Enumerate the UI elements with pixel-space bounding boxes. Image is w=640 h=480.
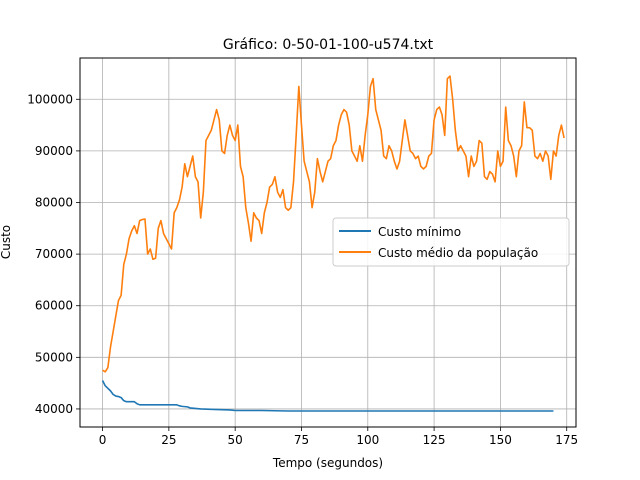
- y-tick-label: 70000: [35, 247, 73, 261]
- x-tick-label: 125: [423, 433, 446, 447]
- y-tick-label: 100000: [27, 92, 73, 106]
- x-axis-label: Tempo (segundos): [272, 456, 383, 470]
- legend-box: [332, 217, 570, 267]
- y-tick-label: 40000: [35, 402, 73, 416]
- x-tick-label: 175: [555, 433, 578, 447]
- series-line-1: [102, 75, 565, 373]
- plot-frame: [79, 57, 577, 428]
- y-tick-label: 50000: [35, 350, 73, 364]
- x-tick-label: 75: [294, 433, 309, 447]
- x-tick-label: 50: [228, 433, 243, 447]
- x-axis-ticks: 0 25 50 75 100 125 150 175: [99, 427, 578, 447]
- x-tick-label: 150: [489, 433, 512, 447]
- grid: [80, 58, 576, 427]
- chart-title: Gráfico: 0-50-01-100-u574.txt: [223, 37, 434, 53]
- y-tick-label: 90000: [35, 144, 73, 158]
- y-axis-ticks: 40000 50000 60000 70000 80000 90000 100000: [27, 92, 80, 416]
- legend-label-custo-minimo: Custo mínimo: [378, 225, 461, 239]
- x-tick-label: 100: [356, 433, 379, 447]
- legend-label-custo-medio: Custo médio da população: [378, 246, 538, 260]
- y-tick-label: 60000: [35, 299, 73, 313]
- series-line-0: [101, 380, 554, 412]
- legend: Custo mínimo Custo médio da população: [332, 217, 570, 267]
- series-layer: [101, 75, 565, 412]
- x-tick-label: 0: [99, 433, 107, 447]
- y-tick-label: 80000: [35, 196, 73, 210]
- y-axis-label: Custo: [0, 225, 13, 259]
- x-tick-label: 25: [161, 433, 176, 447]
